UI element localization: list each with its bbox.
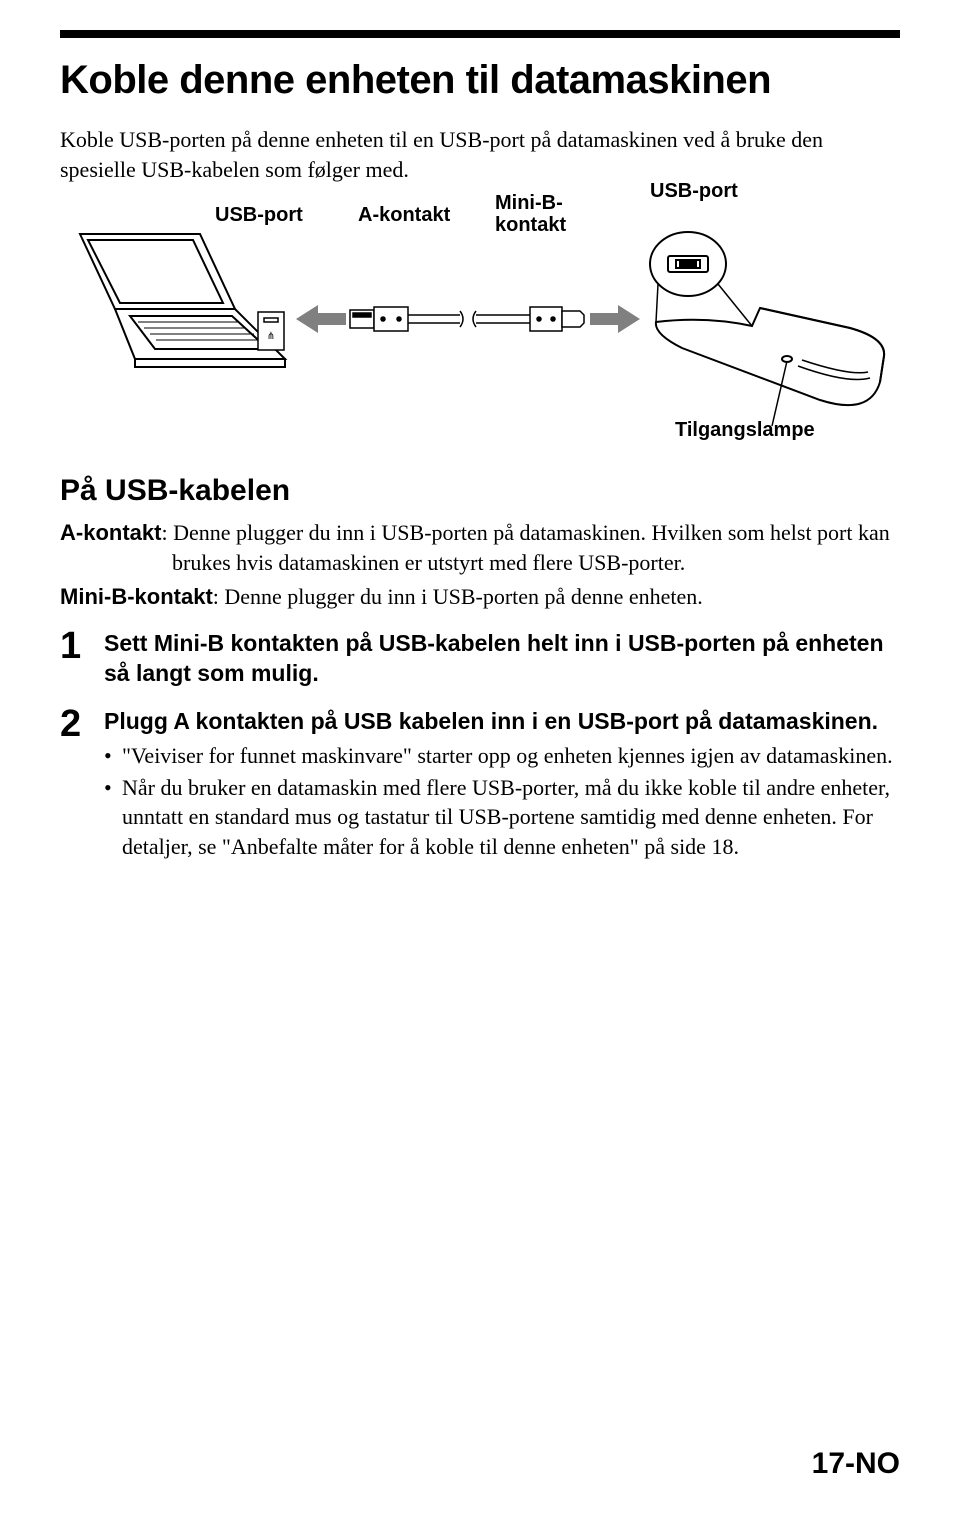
definition-mini-b-connector: Mini-B-kontakt: Denne plugger du inn i U… <box>60 582 900 612</box>
svg-text:⋔: ⋔ <box>267 331 275 342</box>
page-number: 17-NO <box>812 1447 900 1481</box>
page-title: Koble denne enheten til datamaskinen <box>60 58 900 103</box>
text-a-connector: : Denne plugger du inn i USB-porten på d… <box>161 520 889 575</box>
step-1-number: 1 <box>60 627 104 665</box>
step-2-lead: Plugg A kontakten på USB kabelen inn i e… <box>104 707 900 737</box>
label-usb-port-right: USB-port <box>650 180 738 203</box>
step-1-lead: Sett Mini-B kontakten på USB-kabelen hel… <box>104 629 900 689</box>
step-2: 2 Plugg A kontakten på USB kabelen inn i… <box>60 707 900 864</box>
definition-a-connector: A-kontakt: Denne plugger du inn i USB-po… <box>60 518 900 577</box>
step-2-number: 2 <box>60 705 104 743</box>
step-2-bullet-1: "Veiviser for funnet maskinvare" starter… <box>104 741 900 771</box>
term-mini-b: Mini-B-kontakt <box>60 584 213 609</box>
text-mini-b: : Denne plugger du inn i USB-porten på d… <box>213 584 703 609</box>
step-1-body: Sett Mini-B kontakten på USB-kabelen hel… <box>104 629 900 689</box>
top-rule <box>60 30 900 38</box>
connection-diagram: USB-port A-kontakt Mini-B- kontakt USB-p… <box>60 204 900 444</box>
step-2-bullets: "Veiviser for funnet maskinvare" starter… <box>104 741 900 862</box>
diagram-svg: ⋔ <box>60 204 900 444</box>
step-2-bullet-2: Når du bruker en datamaskin med flere US… <box>104 773 900 862</box>
step-2-body: Plugg A kontakten på USB kabelen inn i e… <box>104 707 900 864</box>
intro-paragraph: Koble USB-porten på denne enheten til en… <box>60 125 900 184</box>
subheading-cable: På USB-kabelen <box>60 474 900 508</box>
term-a-connector: A-kontakt <box>60 520 161 545</box>
step-1: 1 Sett Mini-B kontakten på USB-kabelen h… <box>60 629 900 689</box>
